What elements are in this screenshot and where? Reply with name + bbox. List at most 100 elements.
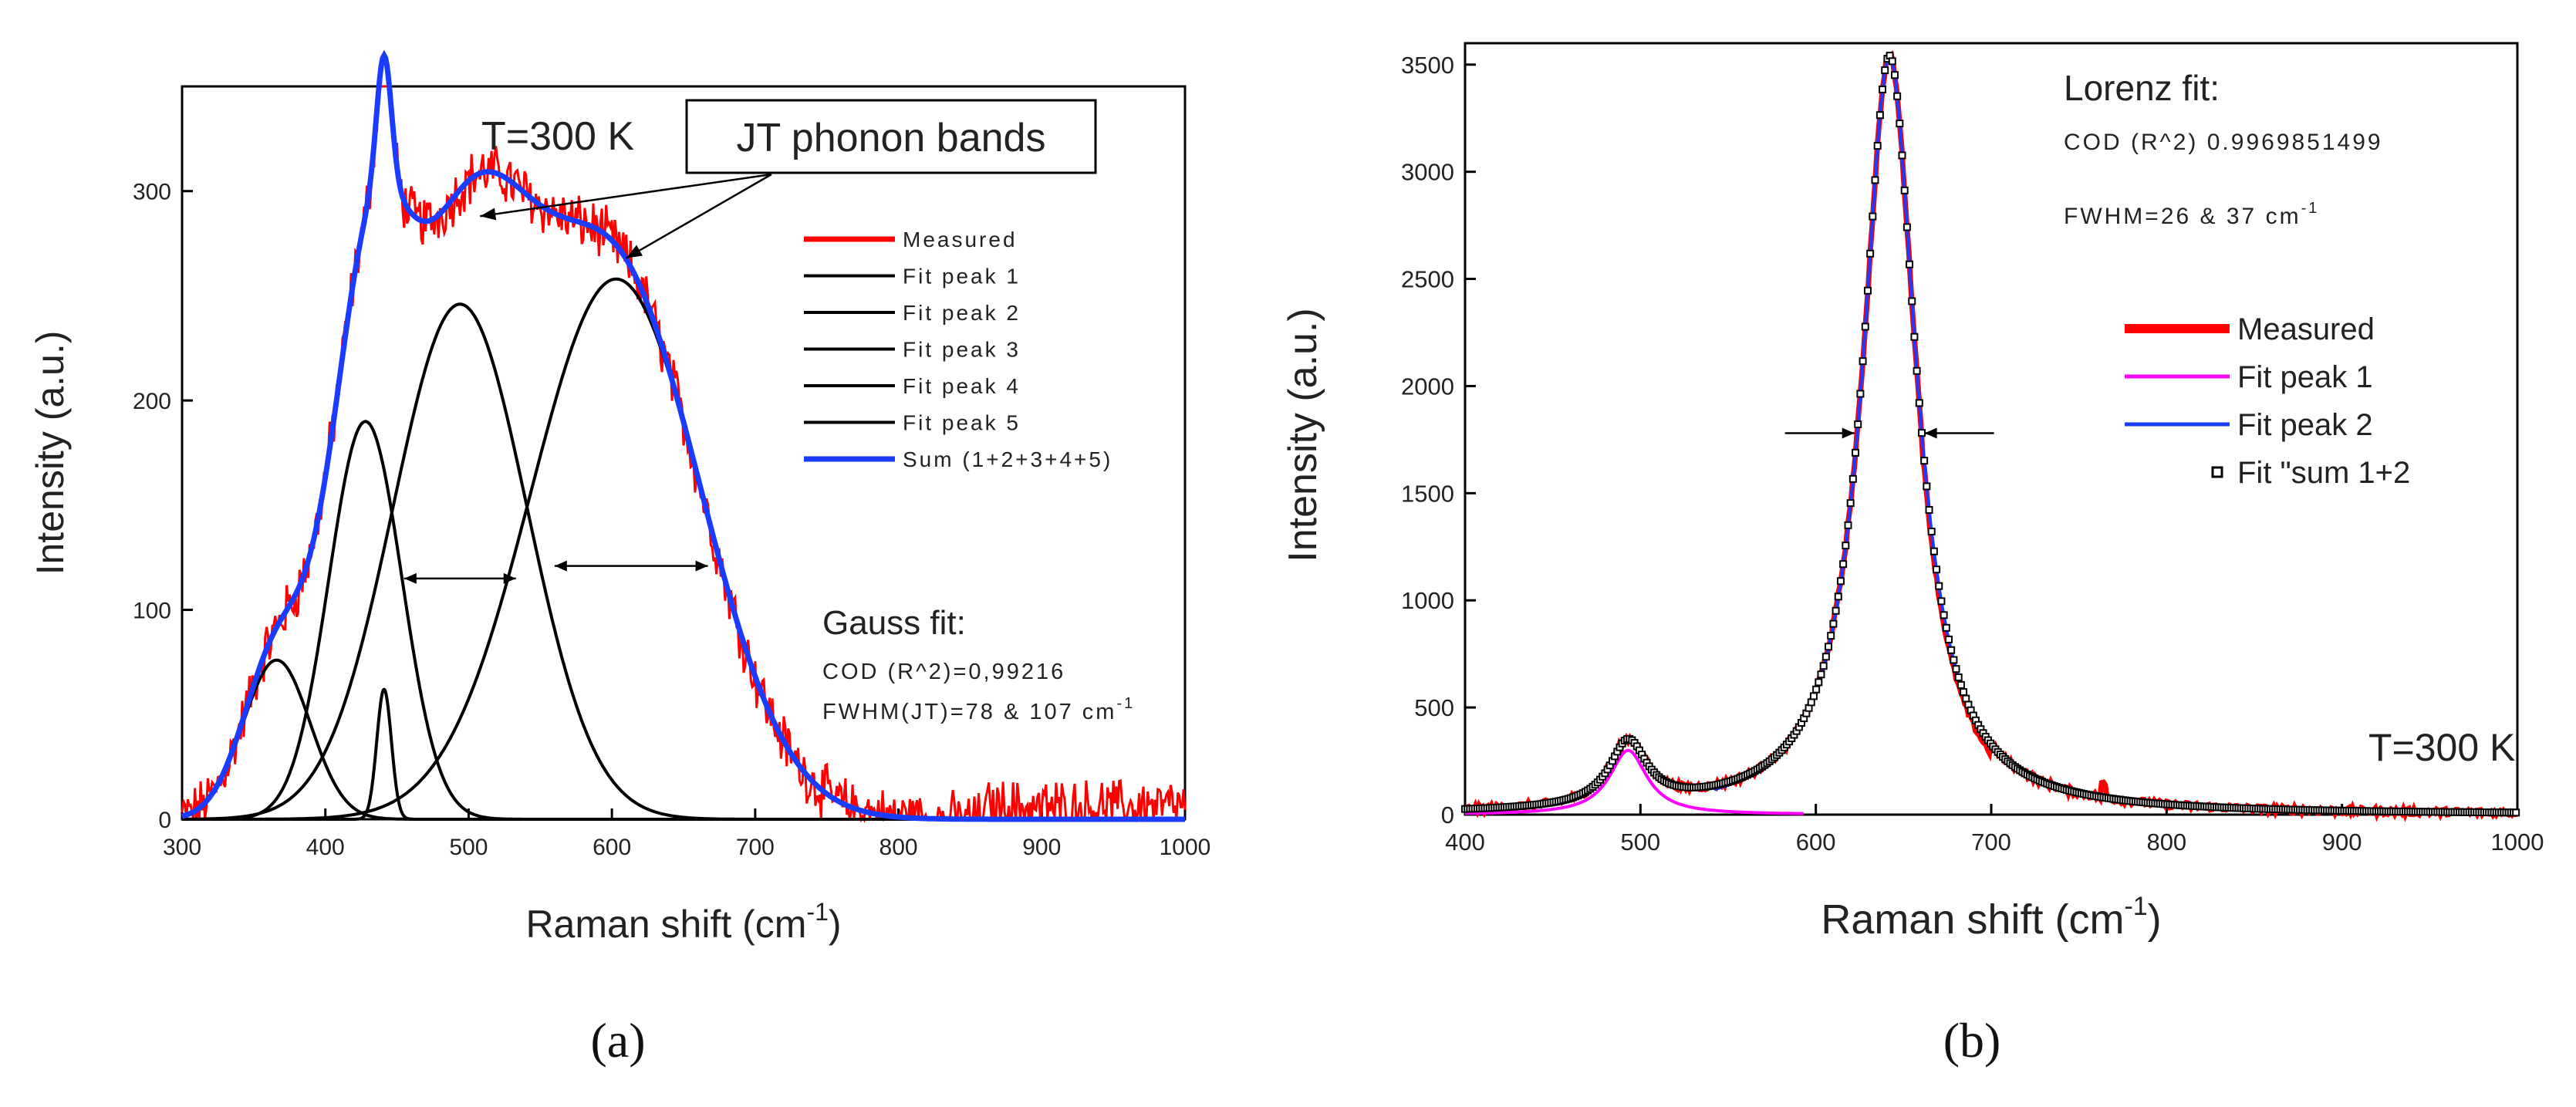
panel-a-x-tick-label: 900	[1022, 835, 1061, 860]
panel-b-x-tick-label: 400	[1445, 829, 1485, 856]
panel-a-x-tick-label: 1000	[1160, 835, 1211, 860]
panel-b-series-sum-markers	[1461, 52, 2520, 817]
panel-b-sum-marker	[1947, 646, 1956, 654]
panel-a-callout-text: JT phonon bands	[737, 116, 1046, 160]
panel-b-y-tick-label: 2500	[1401, 266, 1454, 293]
panel-a-y-axis-label: Intensity (a.u.)	[29, 331, 72, 575]
panel-b-x-tick-label: 500	[1620, 829, 1660, 856]
panel-b-sum-marker	[1873, 142, 1882, 150]
panel-b-sum-marker	[1844, 521, 1852, 529]
panel-b-curves	[1461, 50, 2520, 823]
panel-b-sum-marker	[1893, 92, 1902, 100]
panel-b-sum-marker	[1950, 656, 1958, 664]
panel-b-sum-marker	[1807, 698, 1815, 707]
panel-b-sum-marker	[1923, 482, 1931, 491]
panel-b-sum-marker	[1917, 429, 1926, 437]
panel-a-x-tick-label: 800	[879, 835, 918, 860]
panel-b-sum-marker	[1944, 635, 1953, 643]
panel-b-x-tick-label: 800	[2146, 829, 2186, 856]
panel-b-caption: (b)	[1943, 1013, 2001, 1068]
panel-b-sum-marker	[1940, 611, 1948, 619]
panel-b-sum-marker	[1890, 71, 1899, 79]
panel-a-legend-label: Measured	[903, 228, 1018, 251]
panel-b-sum-marker	[1954, 673, 1963, 681]
panel-b-sum-marker	[1920, 457, 1929, 465]
panel-b-cod: COD (R^2) 0.9969851499	[2064, 130, 2383, 155]
panel-b-sum-marker	[1836, 577, 1845, 586]
panel-a-x-tick-label: 500	[449, 835, 488, 860]
panel-b-title: T=300 K	[2368, 726, 2515, 769]
panel-b-fwhm: FWHM=26 & 37 cm-1	[2064, 200, 2319, 229]
panel-a-callout-arrow-head	[626, 245, 643, 258]
panel-b-sum-marker	[1821, 653, 1830, 661]
panel-b-sum-marker	[1863, 286, 1872, 295]
panel-a-callout-arrow-head	[480, 208, 497, 221]
panel-b-x-tick-label: 900	[2322, 829, 2362, 856]
panel-b-y-tick-label: 1500	[1401, 480, 1454, 507]
panel-b-sum-marker	[1842, 542, 1850, 550]
panel-b-sum-marker	[1879, 85, 1887, 93]
panel-b-sum-marker	[1937, 597, 1946, 606]
panel-b-y-tick-label: 3500	[1401, 52, 1454, 79]
panel-b-x-axis-label: Raman shift (cm-1)	[1821, 892, 2161, 943]
panel-b-fit-title: Lorenz fit:	[2064, 68, 2220, 108]
panel-a-caption: (a)	[590, 1013, 645, 1068]
panel-b-sum-marker	[1809, 692, 1818, 700]
panel-b-sum-marker	[1856, 390, 1865, 398]
panel-b-sum-marker	[1962, 694, 1970, 703]
panel-a-axis-ticks: 300 400 500 600 700 800 900 1000 0 100 200 300	[133, 180, 1210, 860]
panel-a-legend: Measured Fit peak 1 Fit peak 2 Fit peak 3 Fi…	[804, 228, 1110, 471]
panel-b-sum-marker	[1866, 249, 1875, 258]
panel-b-sum-marker	[1952, 665, 1960, 673]
panel-a-x-tick-label: 700	[736, 835, 775, 860]
panel-b-sum-marker	[1881, 66, 1889, 75]
panel-a-fwhm-arrow-head	[695, 560, 708, 572]
panel-b-legend-swatch	[2211, 466, 2223, 478]
panel-b-y-tick-label: 500	[1414, 694, 1454, 721]
panel-b-axis-ticks: 400 500 600 700 800 900 1000 0 500 1000 1500 2000 25…	[1401, 52, 2544, 856]
panel-b-sum-marker	[1819, 662, 1828, 670]
panel-b-sum-marker	[1812, 685, 1821, 694]
panel-b-sum-marker	[1827, 632, 1835, 640]
panel-b-sum-marker	[1875, 111, 1884, 120]
panel-b-x-tick-label: 600	[1796, 829, 1836, 856]
panel-a-x-tick-label: 300	[163, 835, 201, 860]
panel-a: 300 400 500 600 700 800 900 1000 0 100 200 300 Rama…	[29, 49, 1210, 1068]
panel-a-y-tick-label: 200	[133, 389, 171, 414]
panel-b-sum-marker	[1871, 176, 1879, 184]
panel-b-fwhm-arrow-head	[1924, 427, 1937, 439]
panel-b-sum-marker	[1817, 670, 1825, 679]
panel-a-legend-label: Fit peak 3	[903, 338, 1021, 362]
panel-b-sum-marker	[2512, 808, 2520, 817]
panel-b-y-tick-label: 2000	[1401, 373, 1454, 400]
panel-b-sum-marker	[1829, 619, 1838, 628]
panel-a-fwhm-arrow-head	[403, 572, 417, 584]
panel-b-sum-marker	[1859, 357, 1867, 366]
panel-a-title: T=300 K	[481, 114, 634, 159]
panel-b-y-tick-label: 3000	[1401, 159, 1454, 186]
panel-b-sum-marker	[1852, 448, 1860, 457]
panel-b: 400 500 600 700 800 900 1000 0 500 1000 1500 2000 25…	[1281, 42, 2544, 1068]
panel-b-legend-label: Fit peak 1	[2237, 360, 2373, 394]
panel-b-sum-marker	[1929, 547, 1938, 555]
panel-b-sum-marker	[1839, 560, 1848, 569]
panel-b-sum-marker	[1910, 332, 1919, 341]
panel-a-annotations	[403, 173, 772, 584]
panel-b-sum-marker	[1935, 582, 1943, 590]
panel-b-sum-marker	[1927, 528, 1936, 536]
panel-b-sum-marker	[1902, 223, 1911, 231]
panel-b-sum-marker	[1834, 592, 1842, 601]
panel-b-sum-marker	[1913, 366, 1921, 375]
panel-a-legend-label: Fit peak 2	[903, 301, 1021, 325]
panel-a-y-tick-label: 300	[133, 180, 171, 205]
panel-a-x-axis-label: Raman shift (cm-1)	[525, 898, 841, 946]
panel-a-series-sum	[181, 49, 1185, 822]
panel-b-legend-label: Fit peak 2	[2237, 408, 2373, 442]
panel-b-sum-marker	[1933, 565, 1941, 574]
panel-b-sum-marker	[1861, 322, 1869, 331]
panel-b-fwhm-arrow-head	[1842, 427, 1855, 439]
panel-b-sum-marker	[1942, 623, 1950, 632]
panel-b-sum-marker	[1915, 399, 1923, 407]
panel-a-cod: COD (R^2)=0,99216	[822, 660, 1065, 684]
